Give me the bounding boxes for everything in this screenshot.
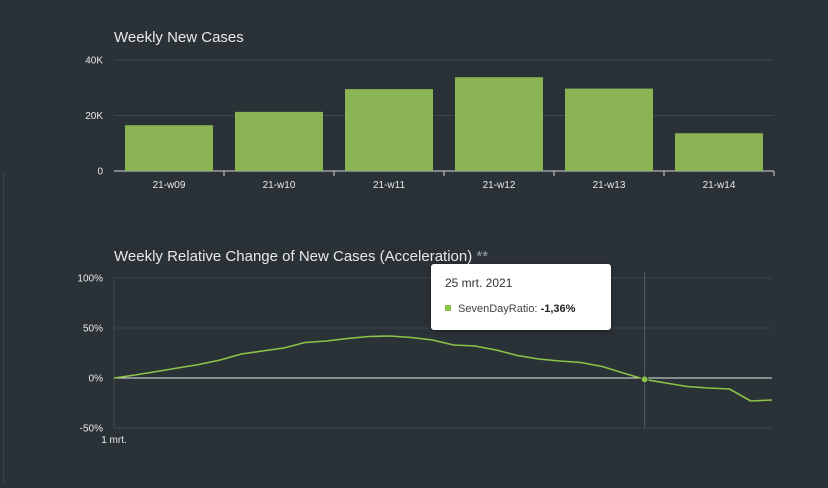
tooltip-series-name: SevenDayRatio: — [458, 303, 538, 315]
tooltip-series-swatch — [445, 305, 451, 311]
bar-x-tick-label: 21-w12 — [483, 180, 516, 191]
bar-y-tick-label: 40K — [85, 56, 103, 67]
bar-y-tick-label: 20K — [85, 111, 103, 122]
tooltip-date: 25 mrt. 2021 — [445, 276, 513, 290]
bar — [125, 125, 213, 171]
line-y-tick-label: -50% — [80, 424, 103, 435]
bar-x-tick-label: 21-w11 — [373, 180, 405, 191]
bar-x-tick-label: 21-w14 — [703, 180, 736, 191]
line-chart-title-suffix: ** — [476, 248, 489, 265]
bar — [345, 89, 433, 171]
series-line-sevendayratio — [113, 335, 773, 402]
bar — [235, 111, 323, 171]
line-y-tick-label: 100% — [77, 274, 103, 285]
bar — [675, 133, 763, 171]
bar-x-tick-label: 21-w10 — [263, 180, 296, 191]
tooltip-value: -1,36% — [540, 303, 576, 315]
line-chart-title: Weekly Relative Change of New Cases (Acc… — [114, 248, 488, 265]
bar-x-tick-label: 21-w09 — [153, 180, 186, 191]
weekly-new-cases-panel: Weekly New Cases 0 20K 40K 21-w09 21-w10 21-w… — [0, 0, 828, 220]
chart-tooltip: 25 mrt. 2021 SevenDayRatio: -1,36% — [431, 264, 611, 330]
line-y-tick-label: 0% — [89, 374, 104, 385]
line-y-tick-label: 50% — [83, 324, 103, 335]
line-x-start-label: 1 mrt. — [101, 435, 127, 446]
bar — [565, 88, 653, 171]
bar-chart-title: Weekly New Cases — [114, 29, 244, 46]
bar-x-tick-label: 21-w13 — [593, 180, 626, 191]
tooltip-row: SevenDayRatio: -1,36% — [445, 303, 597, 315]
weekly-new-cases-chart: 0 20K 40K 21-w09 21-w10 21-w11 21-w12 21-w13 21-… — [85, 56, 775, 191]
highlight-point — [640, 375, 649, 384]
bar — [455, 77, 543, 171]
acceleration-chart: -50% 0% 50% 100% 1 mrt. — [77, 272, 773, 446]
bar-y-tick-label: 0 — [97, 167, 103, 178]
acceleration-panel: Weekly Relative Change of New Cases (Acc… — [0, 232, 828, 488]
line-chart-title-text: Weekly Relative Change of New Cases (Acc… — [114, 248, 473, 265]
left-edge-divider — [3, 172, 4, 484]
